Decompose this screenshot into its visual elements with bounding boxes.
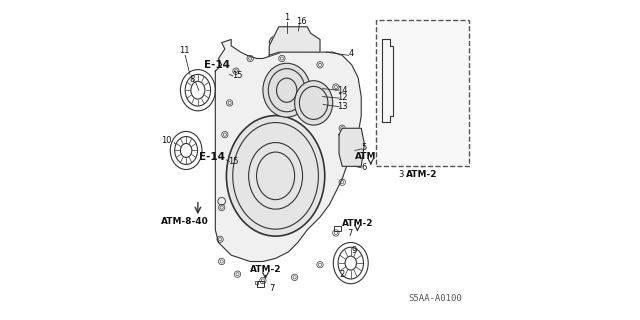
Ellipse shape (413, 44, 429, 63)
Text: E-14: E-14 (204, 60, 230, 70)
Text: ATM-2: ATM-2 (383, 144, 415, 153)
Bar (415, 82, 422, 101)
Text: 5: 5 (362, 143, 367, 152)
Text: ATM-2: ATM-2 (342, 219, 373, 228)
Text: 15: 15 (232, 71, 242, 80)
Text: 9: 9 (351, 246, 357, 255)
Text: ATM-2: ATM-2 (406, 170, 438, 179)
Bar (257, 281, 264, 287)
Text: ATM-8-40: ATM-8-40 (161, 217, 209, 226)
Text: 2: 2 (339, 270, 344, 279)
Text: 11: 11 (179, 46, 189, 55)
Text: 3: 3 (398, 170, 404, 179)
Text: 16: 16 (296, 17, 307, 26)
Ellipse shape (413, 82, 429, 101)
Bar (334, 226, 341, 231)
Text: E-14: E-14 (198, 152, 225, 162)
Text: 4: 4 (349, 49, 355, 58)
Text: 6: 6 (362, 164, 367, 172)
Ellipse shape (294, 81, 333, 125)
Ellipse shape (263, 63, 310, 117)
Text: ATM-2: ATM-2 (355, 152, 387, 161)
Polygon shape (269, 27, 320, 55)
Bar (415, 63, 422, 82)
Ellipse shape (413, 63, 429, 82)
Text: 1: 1 (284, 13, 289, 22)
Bar (415, 44, 422, 63)
Polygon shape (339, 128, 364, 166)
Bar (393, 43, 415, 119)
Text: 10: 10 (161, 136, 172, 146)
Text: 12: 12 (337, 93, 348, 102)
Text: S5AA-A0100: S5AA-A0100 (409, 294, 463, 303)
Text: 14: 14 (337, 86, 348, 95)
Text: 13: 13 (337, 102, 348, 111)
Text: 7: 7 (269, 284, 275, 293)
Text: FR.: FR. (433, 48, 451, 58)
Bar (255, 281, 258, 284)
Text: ATM-2: ATM-2 (250, 265, 281, 274)
Polygon shape (215, 39, 361, 261)
Ellipse shape (227, 116, 324, 236)
Bar (376, 20, 469, 166)
Text: 15: 15 (228, 157, 239, 166)
Text: 8: 8 (190, 75, 195, 84)
Text: 7: 7 (348, 229, 353, 238)
